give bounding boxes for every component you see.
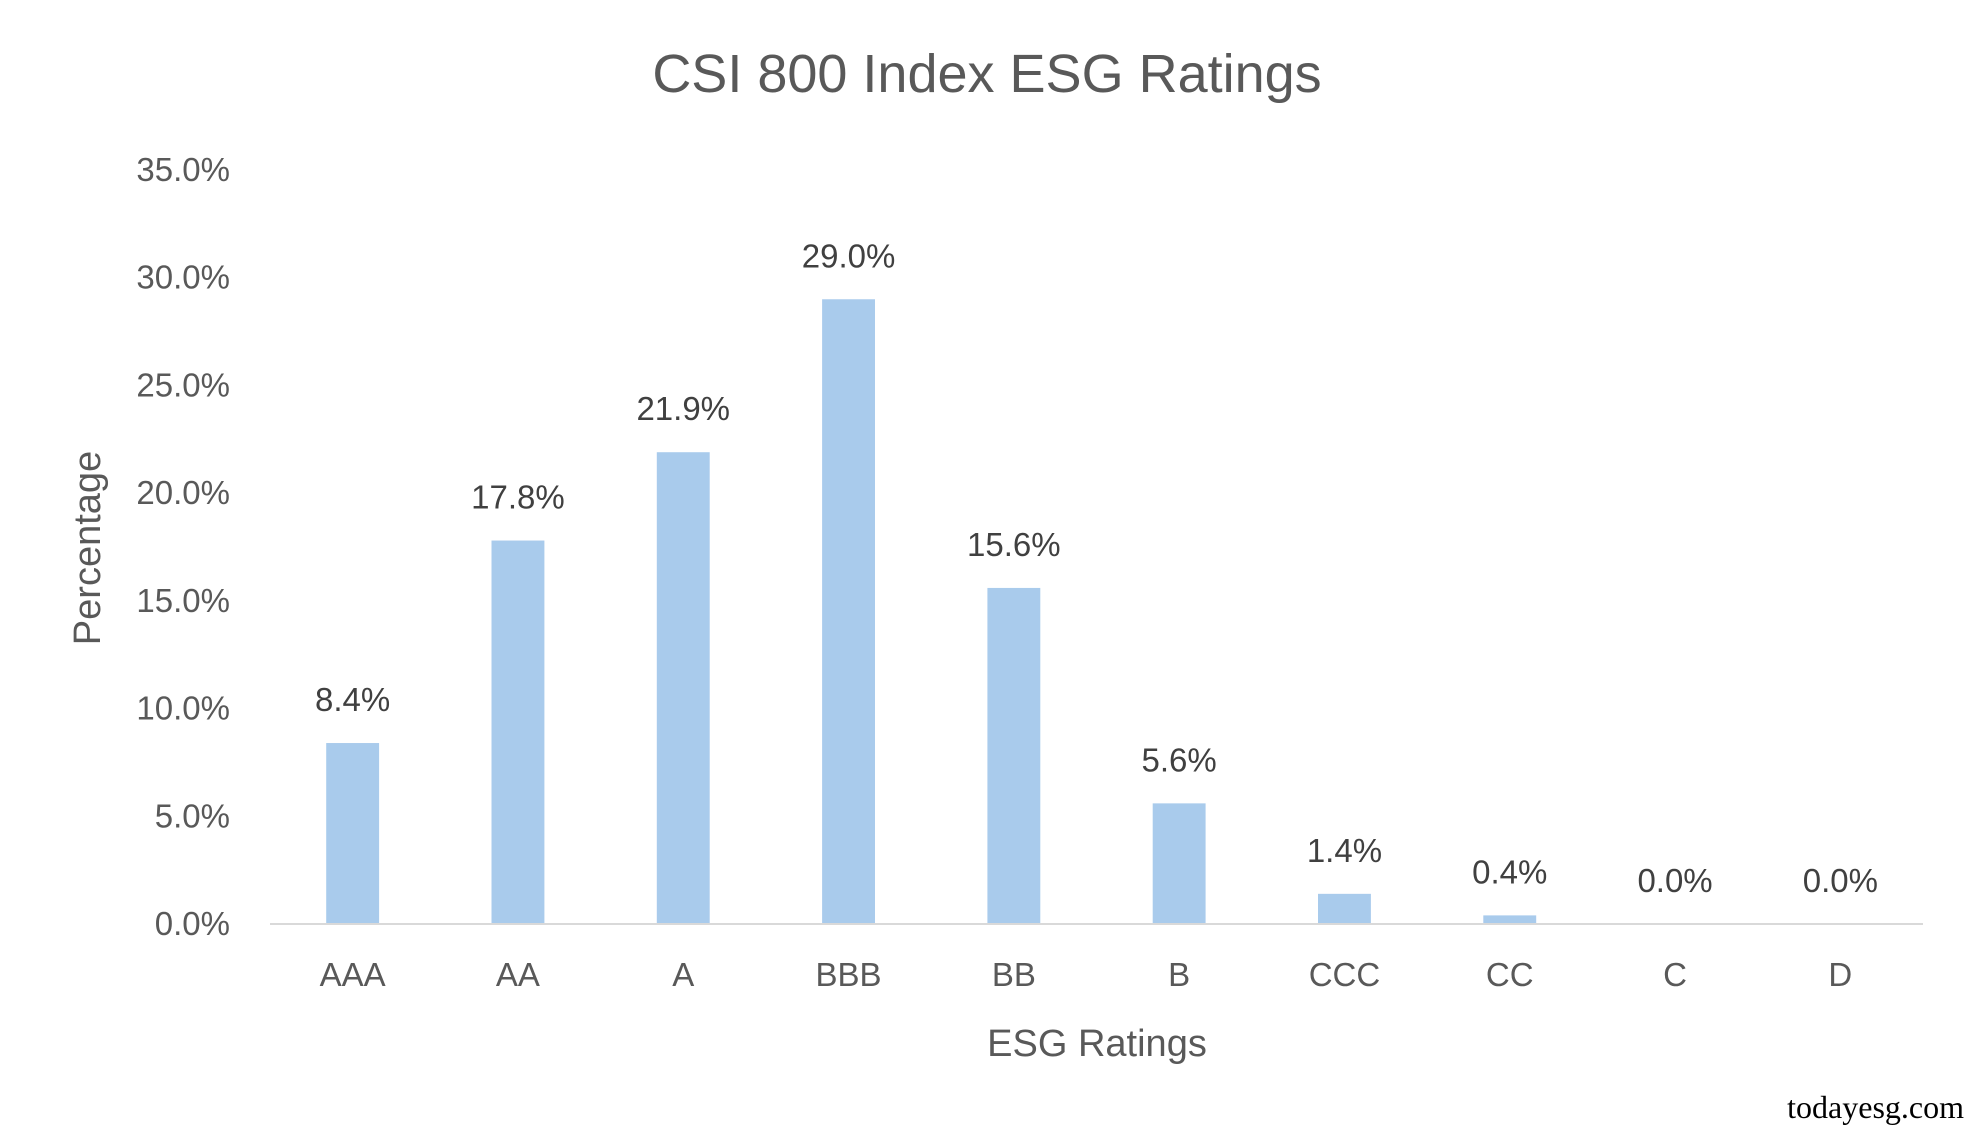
y-tick-label: 20.0% — [136, 474, 230, 511]
bar-aaa — [326, 743, 380, 924]
data-label-a: 21.9% — [636, 390, 730, 427]
x-tick-label-bbb: BBB — [816, 956, 882, 993]
x-axis-ticks: AAA AA A BBB BB B CCC CC C D — [320, 956, 1853, 993]
y-tick-label: 25.0% — [136, 366, 230, 403]
y-tick-label: 35.0% — [136, 151, 230, 188]
data-label-d: 0.0% — [1803, 862, 1878, 899]
data-label-c: 0.0% — [1637, 862, 1712, 899]
y-axis-ticks: 0.0% 5.0% 10.0% 15.0% 20.0% 25.0% 30.0% 35.0% — [136, 151, 230, 942]
data-label-ccc: 1.4% — [1307, 832, 1382, 869]
y-axis-title: Percentage — [67, 451, 109, 645]
y-tick-label: 5.0% — [155, 797, 230, 834]
watermark-text: todayesg.com — [1787, 1089, 1964, 1125]
data-label-aaa: 8.4% — [315, 681, 390, 718]
y-tick-label: 0.0% — [155, 905, 230, 942]
bar-ccc — [1318, 893, 1371, 924]
data-label-b: 5.6% — [1142, 741, 1217, 778]
x-tick-label-cc: CC — [1486, 956, 1534, 993]
data-label-aa: 17.8% — [471, 479, 565, 516]
y-tick-label: 30.0% — [136, 259, 230, 296]
bar-bbb — [822, 299, 875, 924]
x-tick-label-c: C — [1663, 956, 1687, 993]
bars-group — [326, 299, 1537, 924]
x-tick-label-bb: BB — [992, 956, 1036, 993]
bar-aa — [491, 540, 545, 924]
data-label-cc: 0.4% — [1472, 853, 1547, 890]
data-label-bb: 15.6% — [967, 526, 1061, 563]
x-tick-label-d: D — [1828, 956, 1852, 993]
bar-bb — [987, 587, 1041, 924]
bar-b — [1152, 803, 1206, 924]
x-tick-label-aa: AA — [496, 956, 540, 993]
x-tick-label-a: A — [672, 956, 694, 993]
y-tick-label: 10.0% — [136, 690, 230, 727]
x-tick-label-aaa: AAA — [320, 956, 386, 993]
x-axis-title: ESG Ratings — [987, 1023, 1207, 1065]
bar-cc — [1483, 915, 1537, 924]
x-tick-label-ccc: CCC — [1309, 956, 1381, 993]
data-label-bbb: 29.0% — [802, 237, 896, 274]
data-labels-group: 8.4% 17.8% 21.9% 29.0% 15.6% 5.6% 1.4% 0.4% 0.0%… — [315, 237, 1878, 899]
x-tick-label-b: B — [1168, 956, 1190, 993]
bar-a — [656, 452, 710, 924]
y-tick-label: 15.0% — [136, 582, 230, 619]
chart-title: CSI 800 Index ESG Ratings — [652, 44, 1321, 104]
